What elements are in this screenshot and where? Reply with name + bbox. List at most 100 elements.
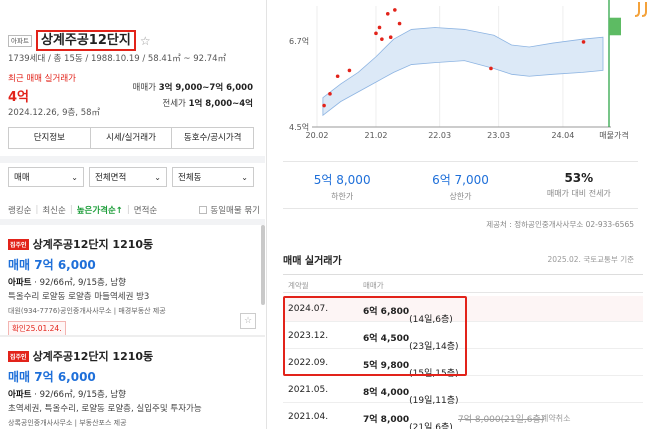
data-point	[385, 12, 390, 16]
data-point	[581, 40, 586, 44]
listing-spec: 아파트 · 92/66㎡, 9/15층, 남향	[8, 390, 126, 400]
deals-header: 계약월 매매가	[283, 274, 643, 293]
deal-month: 2021.04.	[288, 412, 329, 422]
listing-desc: 특올수리 로얄동 로얄층 마들역세권 방3	[8, 292, 150, 302]
price-band	[322, 27, 604, 117]
section-divider	[0, 219, 265, 225]
x-tick-label: 22.03	[428, 131, 451, 140]
complex-title-row: 아파트 상계주공12단지 ☆	[8, 30, 151, 51]
data-point	[380, 37, 384, 41]
listing-title: 상계주공12단지 1210동	[32, 350, 154, 363]
data-point	[388, 35, 393, 40]
jeonse-range: 전세가 1억 8,000~4억	[162, 99, 253, 109]
listing-price: 매매 7억 6,000	[8, 258, 96, 272]
sort-ranking[interactable]: 랭킹순	[8, 206, 32, 216]
stat-lower: 5억 8,000 하한가	[313, 173, 371, 201]
deal-row: 2021.04. 7억 8,000 (21일,6층) 7억 8,000(21일,6층…	[283, 404, 643, 429]
panel-divider	[266, 0, 267, 429]
x-tick-label: 매물가격	[599, 130, 628, 140]
data-point	[322, 103, 326, 108]
favorite-star-icon[interactable]: ☆	[240, 313, 256, 329]
listing-item[interactable]: 집주인 상계주공12단지 1210동 매매 7억 6,000 아파트 · 92/6…	[8, 348, 256, 428]
owner-tag: 집주인	[8, 350, 29, 362]
data-point	[335, 74, 340, 79]
tab-complex-info[interactable]: 단지정보	[9, 128, 91, 148]
same-listing-checkbox[interactable]	[199, 206, 208, 214]
recent-date: 2024.12.26, 9층, 58㎡	[8, 108, 101, 118]
deal-month: 2021.05.	[288, 385, 329, 395]
listing-price-bar	[609, 17, 621, 36]
x-tick-label: 21.02	[365, 131, 388, 140]
listing-spec: 아파트 · 92/66㎡, 9/15층, 남향	[8, 278, 126, 288]
sort-latest[interactable]: 최신순	[42, 206, 66, 216]
data-point	[377, 25, 382, 30]
y-tick-label: 4.5억	[289, 122, 309, 132]
listing-price: 매매 7억 6,000	[8, 370, 96, 384]
sale-range: 매매가 3억 9,000~7억 6,000	[132, 83, 253, 93]
trade-type-select[interactable]: 매매 ⌄	[8, 167, 84, 187]
deal-row: 2023.12. 6억 4,500 (23일,14층)	[283, 323, 643, 352]
recent-price: 4억	[8, 90, 30, 105]
deal-month: 2023.12.	[288, 331, 329, 341]
x-tick-label: 24.04	[551, 131, 574, 140]
deal-cancel-label: 계약취소	[541, 414, 571, 423]
deal-price: 8억 4,000 (19일,11층)	[363, 388, 459, 406]
deal-month: 2022.09.	[288, 358, 329, 368]
chevron-down-icon: ⌄	[241, 172, 248, 182]
building-select[interactable]: 전체동 ⌄	[172, 167, 254, 187]
deal-row: 2022.09. 5억 9,800 (15일,15층)	[283, 350, 643, 379]
y-tick-label: 6.7억	[289, 36, 309, 46]
listing-item[interactable]: 집주인 상계주공12단지 1210동 매매 7억 6,000 아파트 · 92/6…	[8, 236, 256, 336]
complex-tabs: 단지정보 시세/실거래가 동호수/공시가격	[8, 127, 254, 149]
tab-unit-price[interactable]: 동호수/공시가격	[183, 133, 242, 143]
listing-desc: 초역세권, 특올수리, 로얄동 로얄층, 실입주및 투자가능	[8, 404, 202, 414]
chevron-down-icon: ⌄	[154, 172, 161, 182]
data-point	[347, 68, 352, 73]
deal-row: 2021.05. 8억 4,000 (19일,11층)	[283, 377, 643, 406]
stats-source: 제공처 : 정하공인중개사사무소 02-933-6565	[486, 220, 634, 229]
chevron-down-icon: ⌄	[71, 172, 78, 182]
listing-agent: 대원(934-7776)공인중개사사무소 | 매경부동산 제공	[8, 307, 166, 315]
filter-bar: 매매 ⌄ 전체면적 ⌄ 전체동 ⌄	[8, 167, 254, 187]
header-price: 매매가	[363, 281, 384, 290]
deal-price: 6억 4,500 (23일,14층)	[363, 334, 459, 352]
price-stats: 5억 8,000 하한가 6억 7,000 상한가 53% 매매가 대비 전세가	[283, 161, 638, 209]
apartment-badge: 아파트	[8, 34, 32, 47]
stat-jeonse-ratio: 53% 매매가 대비 전세가	[546, 171, 611, 198]
sort-area[interactable]: 면적순	[133, 206, 158, 216]
data-point	[489, 66, 493, 71]
deal-strike-price: 7억 8,000(21일,6층)	[458, 415, 545, 425]
stat-upper: 6억 7,000 상한가	[432, 173, 489, 201]
deal-price: 6억 6,800 (14일,6층)	[363, 307, 453, 325]
sort-bar: 랭킹순 | 최신순 | 높은가격순↑ | 면적순 동일매물 묶기	[8, 205, 260, 216]
owner-tag: 집주인	[8, 238, 29, 250]
listing-agent: 상록공인중개사사무소 | 부동산포스 제공	[8, 419, 127, 427]
favorite-star-icon[interactable]: ☆	[139, 33, 151, 48]
deals-title: 매매 실거래가	[283, 256, 342, 267]
list-divider	[0, 335, 265, 337]
listing-title: 상계주공12단지 1210동	[32, 238, 154, 251]
listing-panel: 아파트 상계주공12단지 ☆ 1739세대 / 총 15동 / 1988.10.…	[0, 0, 265, 429]
deals-note: 2025.02. 국토교통부 기준	[547, 255, 634, 264]
deal-row: 2024.07. 6억 6,800 (14일,6층)	[283, 296, 643, 325]
data-point	[328, 92, 332, 96]
x-tick-label: 20.02	[306, 131, 329, 140]
deal-price: 5억 9,800 (15일,15층)	[363, 361, 459, 379]
confirm-date-badge: 확인25.01.24.	[8, 321, 66, 336]
price-panel: 6.7억 4.5억 20.02 21.02 22.03 23.03 24.04 매물가격 5억…	[267, 0, 650, 429]
section-divider	[0, 156, 265, 163]
deal-price: 7억 8,000 (21일,6층)	[363, 415, 453, 429]
list-scrollbar[interactable]	[261, 225, 265, 305]
deal-month: 2024.07.	[288, 304, 329, 314]
complex-title: 상계주공12단지	[35, 30, 136, 51]
complex-meta: 1739세대 / 총 15동 / 1988.10.19 / 58.41㎡ ~ 9…	[8, 54, 227, 64]
data-point	[397, 21, 402, 26]
recent-price-label: 최근 매매 실거래가	[8, 74, 76, 84]
header-month: 계약월	[288, 281, 309, 290]
same-listing-label: 동일매물 묶기	[210, 206, 260, 216]
sort-high-price[interactable]: 높은가격순↑	[76, 206, 123, 216]
area-select[interactable]: 전체면적 ⌄	[89, 167, 167, 187]
tab-price[interactable]: 시세/실거래가	[91, 128, 173, 148]
corner-logo-icon	[634, 2, 647, 17]
